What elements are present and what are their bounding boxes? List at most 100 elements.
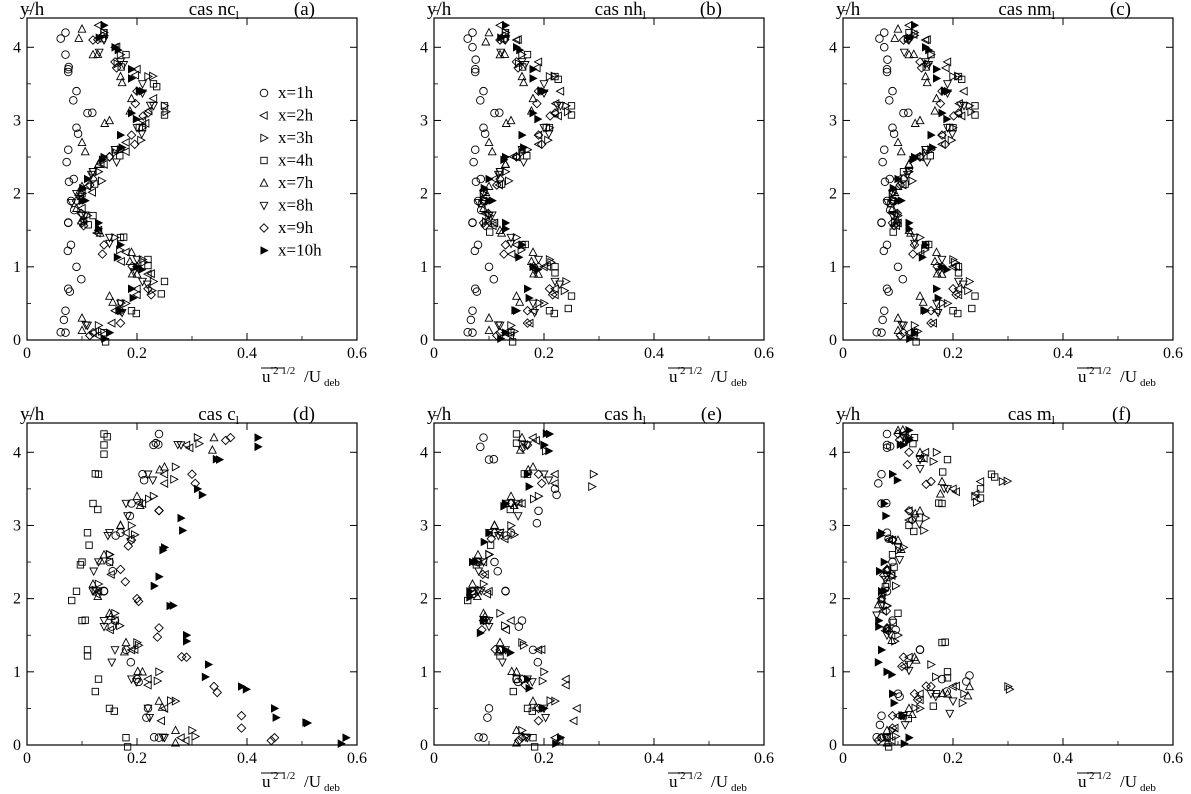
data-point — [115, 564, 126, 575]
data-point — [511, 291, 522, 300]
data-point — [148, 476, 158, 486]
data-point — [95, 224, 104, 234]
data-point — [545, 111, 556, 121]
data-point — [173, 440, 183, 450]
data-point — [480, 537, 489, 547]
data-point — [506, 616, 515, 626]
data-point — [485, 174, 494, 184]
data-point — [483, 713, 492, 722]
data-point — [500, 159, 511, 168]
data-point — [550, 478, 559, 488]
series-triangle-right — [883, 433, 1015, 741]
legend-label: x=7h — [278, 173, 314, 192]
series-diamond — [887, 34, 964, 341]
data-point — [872, 733, 881, 742]
data-point — [881, 606, 892, 616]
data-point — [77, 218, 87, 228]
data-point — [893, 181, 903, 190]
data-point — [500, 502, 509, 511]
data-point — [116, 621, 125, 631]
data-point — [533, 645, 543, 655]
data-point — [963, 690, 973, 700]
data-point — [909, 155, 918, 165]
data-point — [500, 155, 509, 165]
data-point — [907, 515, 918, 525]
data-point — [895, 180, 906, 190]
data-point — [137, 130, 147, 139]
data-point — [61, 306, 70, 315]
x-axis-label-subscript: deb — [1140, 377, 1156, 389]
data-point — [96, 555, 106, 565]
data-point — [935, 488, 945, 498]
data-point — [77, 313, 87, 322]
data-point — [104, 557, 114, 567]
data-point — [89, 499, 97, 508]
panel-a: y/h cas ncl (a) 0 0.2 0.4 0.6 0 1 2 3 4 u '2 1/2/U deb… — [13, 0, 367, 389]
data-point — [948, 681, 957, 692]
x-axis-label-subscript: deb — [731, 377, 747, 389]
data-point — [61, 328, 70, 337]
panel-title-main: cas h — [604, 404, 643, 425]
data-point — [948, 262, 957, 272]
data-point — [529, 262, 538, 272]
series-circle — [872, 429, 974, 742]
data-point — [892, 581, 901, 591]
data-point — [476, 174, 486, 184]
series-filled-triangle-right — [889, 21, 953, 343]
y-axis-label: y/h — [427, 0, 452, 20]
data-point — [887, 203, 898, 212]
data-point — [533, 469, 544, 480]
panel-label: (f) — [1112, 404, 1131, 425]
data-point — [108, 297, 118, 306]
data-point — [921, 681, 932, 691]
data-point — [474, 199, 484, 208]
data-point — [943, 298, 953, 308]
data-point — [177, 513, 186, 523]
data-point — [511, 57, 522, 67]
data-point — [890, 698, 899, 708]
data-point — [517, 432, 527, 442]
data-point — [477, 569, 488, 580]
x-tick-label: 0.4 — [1053, 345, 1073, 362]
data-point — [513, 35, 522, 45]
data-point — [517, 442, 528, 453]
y-tick-label: 1 — [829, 664, 837, 681]
data-point — [971, 102, 979, 110]
data-point — [478, 557, 488, 567]
data-point — [528, 696, 538, 705]
data-point — [493, 566, 502, 576]
legend-marker-filled-triangle-right — [260, 246, 269, 255]
data-point — [911, 703, 921, 713]
data-point — [468, 328, 477, 337]
data-point — [530, 494, 539, 504]
data-point — [550, 469, 559, 479]
data-point — [962, 677, 971, 686]
data-point — [187, 469, 197, 480]
data-point — [530, 308, 540, 318]
x-tick-label: 0.2 — [943, 750, 963, 767]
data-point — [937, 130, 946, 140]
data-point — [472, 557, 481, 566]
x-tick-label: 0 — [430, 345, 438, 362]
data-point — [171, 462, 181, 472]
data-point — [266, 735, 277, 746]
series-square — [887, 28, 979, 346]
data-point — [97, 249, 108, 259]
data-point — [537, 86, 546, 96]
data-point — [129, 644, 139, 655]
data-point — [929, 702, 937, 710]
data-point — [942, 688, 953, 698]
data-point — [121, 499, 131, 509]
data-point — [940, 86, 949, 96]
data-point — [922, 77, 932, 87]
panel-label: (d) — [293, 404, 315, 425]
data-point — [898, 652, 909, 663]
data-point — [918, 297, 928, 306]
data-point — [170, 737, 181, 747]
data-point — [110, 707, 118, 715]
panel-label: (c) — [1110, 0, 1131, 20]
data-point — [71, 189, 82, 199]
data-point — [119, 646, 129, 656]
data-point — [921, 513, 931, 523]
data-point — [117, 77, 127, 87]
